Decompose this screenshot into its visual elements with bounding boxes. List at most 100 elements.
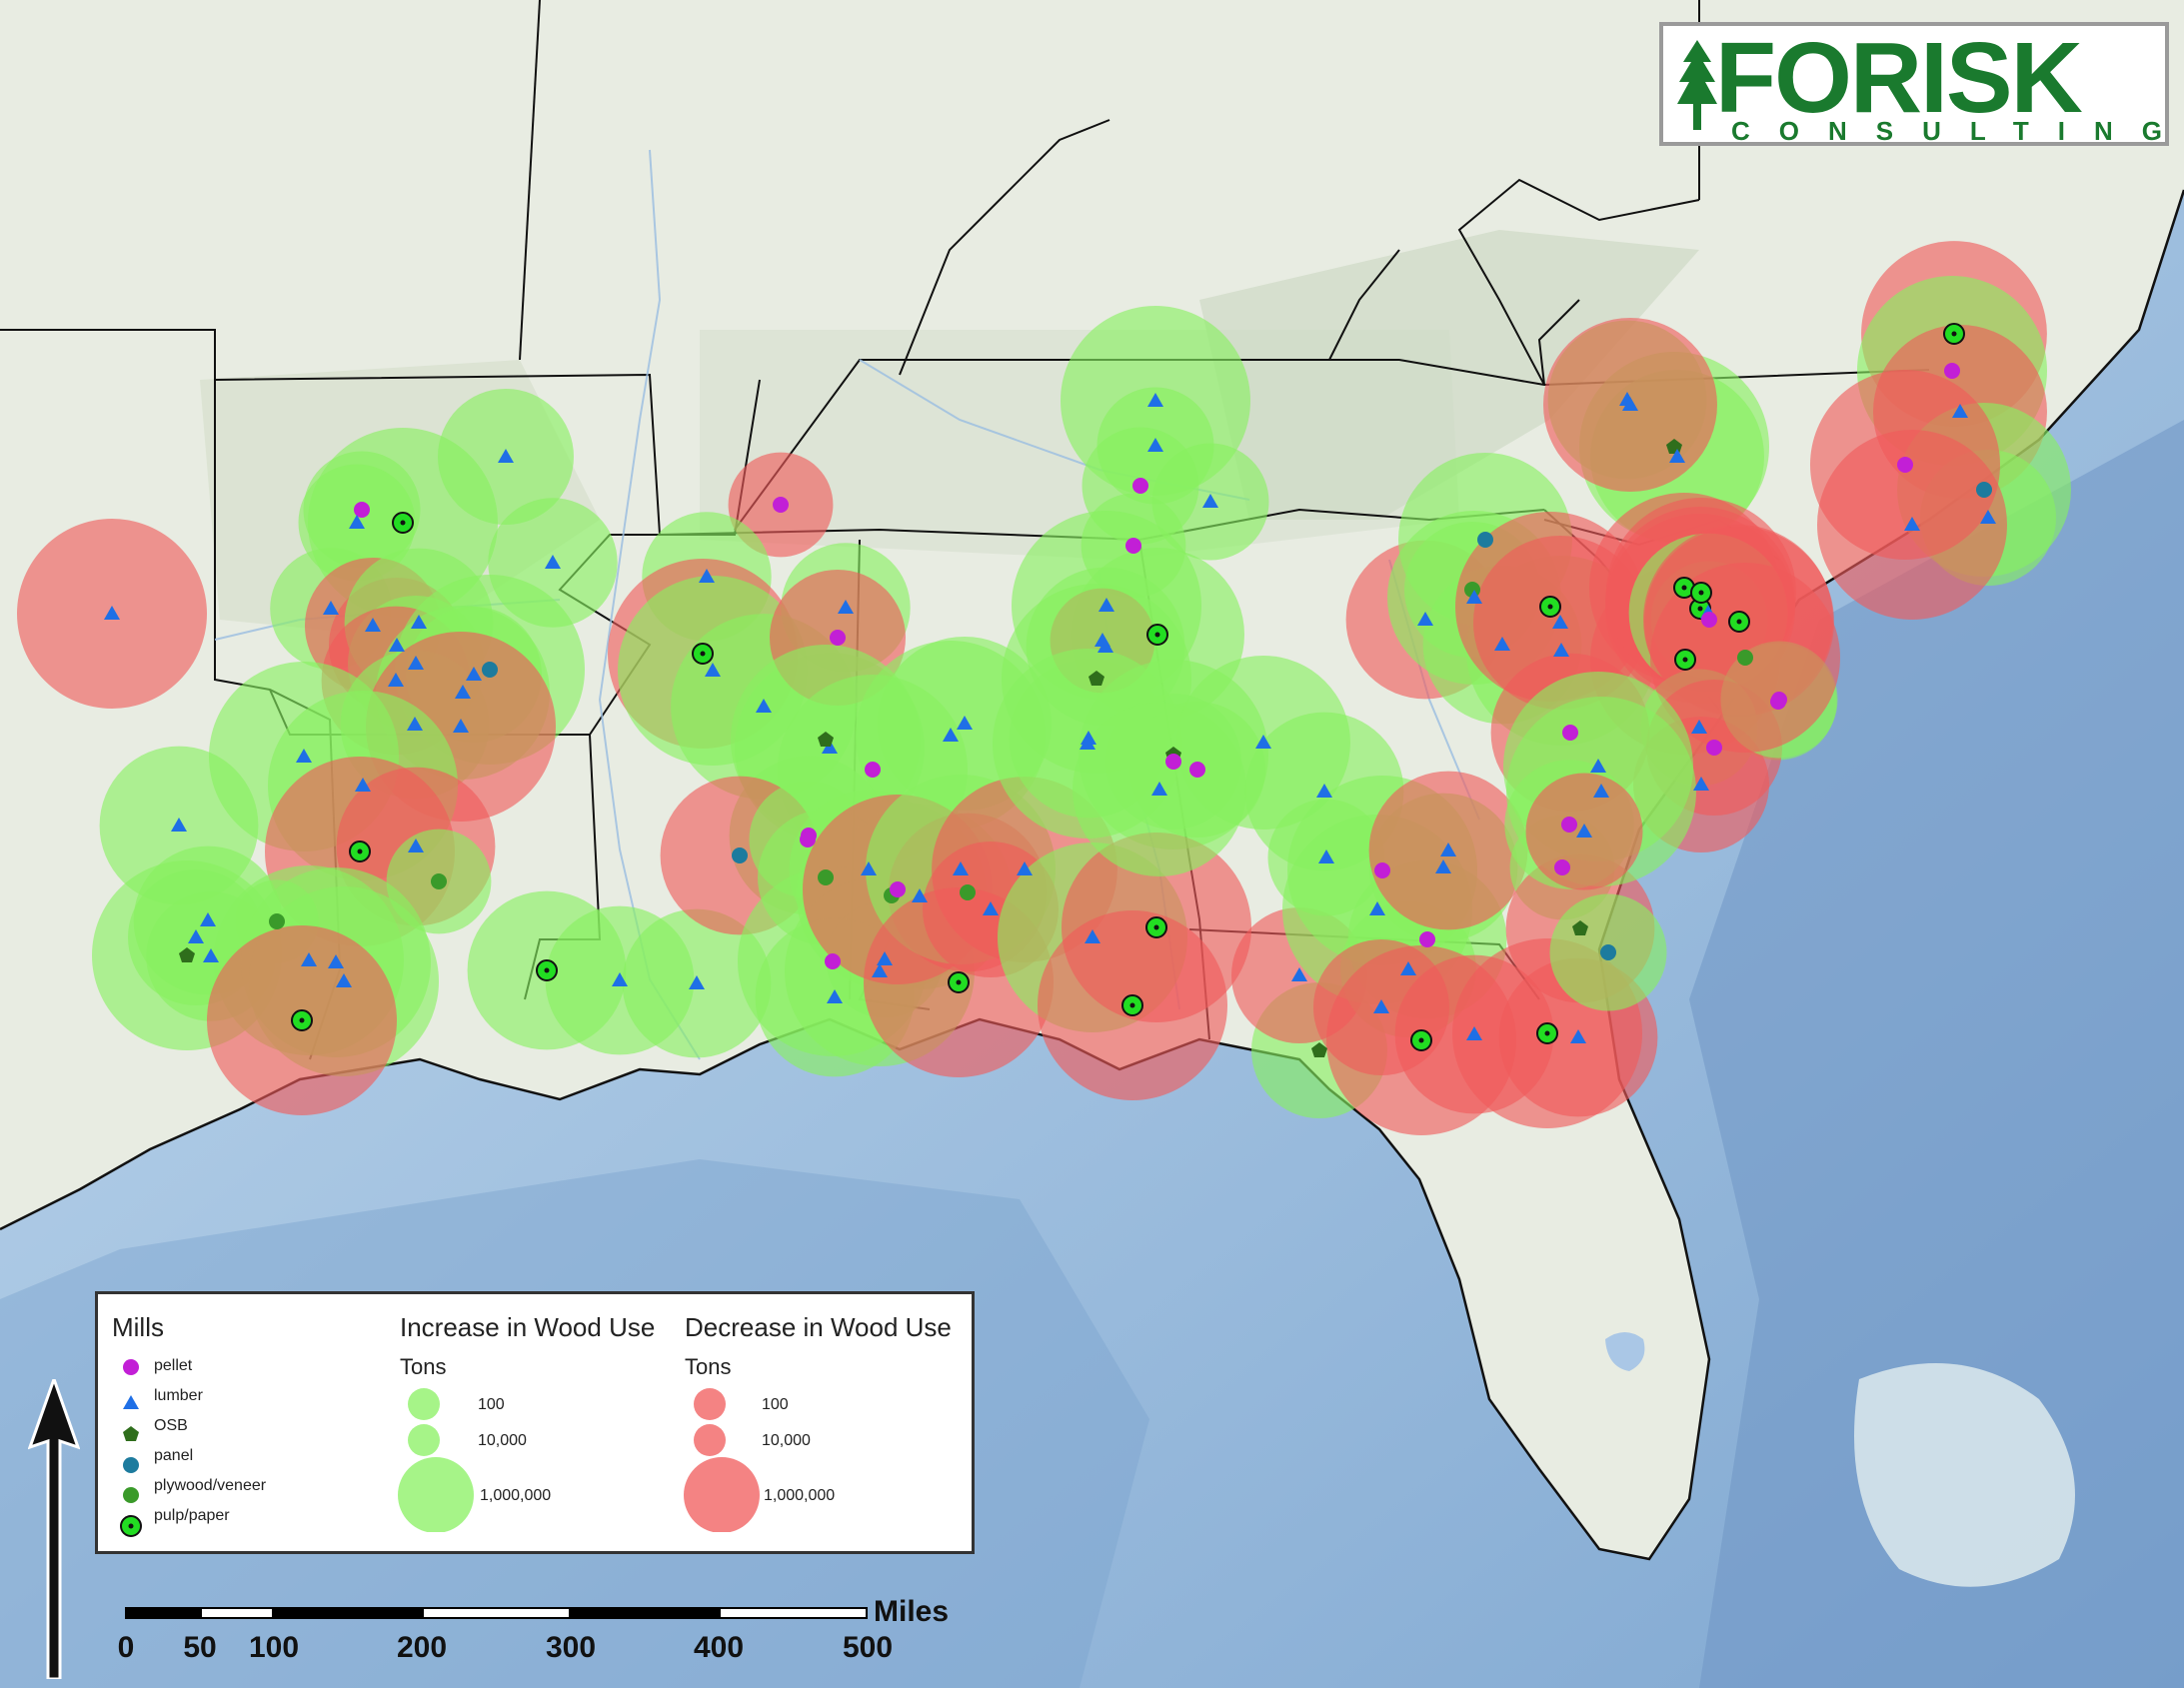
legend-increase-title: Increase in Wood Use xyxy=(400,1312,656,1342)
lumber-mill-icon xyxy=(171,818,187,832)
decrease-100-swatch xyxy=(694,1388,726,1420)
lumber-mill-icon xyxy=(466,667,482,681)
pulp-paper-mill-icon xyxy=(1410,1029,1432,1051)
pellet-mill-icon xyxy=(890,881,906,897)
lumber-mill-icon xyxy=(545,555,561,569)
lumber-mill-icon xyxy=(389,638,405,652)
pulp-paper-center xyxy=(400,520,406,526)
lumber-mill-icon xyxy=(689,975,705,989)
lumber-mill-icon xyxy=(1980,510,1996,524)
lumber-mill-icon xyxy=(1593,784,1609,798)
legend-increase-circles xyxy=(398,1388,474,1532)
logo-wordmark: FORISK xyxy=(1715,22,2083,134)
pellet-mill-icon xyxy=(1132,478,1148,494)
lumber-icon xyxy=(123,1395,139,1409)
lumber-mill-icon xyxy=(1669,449,1685,463)
lumber-mill-icon xyxy=(1417,612,1433,626)
lumber-mill-icon xyxy=(953,861,969,875)
logo-tagline: CONSULTING xyxy=(1731,116,2184,146)
scale-unit: Miles xyxy=(874,1595,950,1628)
lumber-mill-icon xyxy=(1904,517,1920,531)
lumber-mill-icon xyxy=(912,888,928,902)
pellet-mill-icon xyxy=(1125,538,1141,554)
lumber-mill-icon xyxy=(612,972,628,986)
lumber-mill-icon xyxy=(453,719,469,733)
panel-icon xyxy=(123,1457,139,1473)
lumber-mill-icon xyxy=(1494,637,1510,651)
lumber-mill-icon xyxy=(1693,777,1709,791)
scale-segment xyxy=(422,1607,571,1619)
lumber-mill-icon xyxy=(1466,590,1482,604)
pine-tree-icon xyxy=(1677,40,1717,130)
lumber-mill-icon xyxy=(827,989,843,1003)
lumber-mill-icon xyxy=(328,954,344,968)
lumber-mill-icon xyxy=(203,948,219,962)
bahamas-shallows xyxy=(1854,1363,2075,1587)
lumber-mill-icon xyxy=(1318,849,1334,863)
lumber-mill-icon xyxy=(200,912,216,926)
increase-1000000-swatch xyxy=(398,1457,474,1532)
pellet-mill-icon xyxy=(1944,363,1960,379)
pulp-paper-mill-icon xyxy=(1943,323,1965,345)
lumber-mill-icon xyxy=(296,749,312,763)
lumber-mill-icon xyxy=(1291,967,1307,981)
lumber-mill-icon xyxy=(1570,1029,1586,1043)
legend-increase-size: 1,000,000 xyxy=(480,1487,552,1504)
lumber-mill-icon xyxy=(407,717,423,731)
lumber-mill-icon xyxy=(1622,397,1638,411)
pellet-mill-icon xyxy=(1706,740,1722,756)
scale-tick-label: 500 xyxy=(842,1631,894,1664)
panel-mill-icon xyxy=(1976,482,1992,498)
plywood-veneer-mill-icon xyxy=(269,913,285,929)
pulp-paper-mill-icon xyxy=(291,1009,313,1031)
pellet-mill-icon xyxy=(1701,612,1717,628)
pulp-paper-mill-icon xyxy=(536,959,558,981)
legend-mill-label: OSB xyxy=(154,1417,188,1434)
lumber-mill-icon xyxy=(355,778,371,792)
pulp-paper-mill-icon xyxy=(1536,1022,1558,1044)
pulp-paper-center xyxy=(299,1017,305,1023)
osb-mill-icon xyxy=(179,947,195,962)
lumber-mill-icon xyxy=(861,861,877,875)
legend-decrease-circles xyxy=(684,1388,760,1532)
lumber-mill-icon xyxy=(1691,720,1707,734)
pulp-paper-center xyxy=(1129,1002,1135,1008)
decrease-10000-swatch xyxy=(694,1424,726,1456)
plywood-veneer-mill-icon xyxy=(431,873,447,889)
legend-mills-title: Mills xyxy=(112,1312,164,1342)
lumber-mill-icon xyxy=(1952,404,1968,418)
pellet-mill-icon xyxy=(1561,817,1577,833)
scale-tick-label: 0 xyxy=(117,1631,135,1664)
lumber-mill-icon xyxy=(349,515,365,529)
pulp-paper-center xyxy=(1544,1030,1550,1036)
pulp-paper-mill-icon xyxy=(692,643,714,665)
pulp-paper-mill-icon xyxy=(948,971,970,993)
lumber-mill-icon xyxy=(1255,735,1271,749)
lumber-mill-icon xyxy=(872,963,888,977)
lumber-mill-icon xyxy=(388,673,404,687)
legend-mill-symbols xyxy=(120,1359,142,1537)
lumber-mill-icon xyxy=(408,656,424,670)
plywood-veneer-mill-icon xyxy=(818,869,834,885)
legend-mill-label: panel xyxy=(154,1447,194,1464)
pulp-paper-mill-icon xyxy=(1539,596,1561,618)
plywood-veneer-mill-icon xyxy=(1737,650,1753,666)
lumber-mill-icon xyxy=(1466,1026,1482,1040)
osb-mill-icon xyxy=(1572,920,1588,935)
lumber-mill-icon xyxy=(1373,999,1389,1013)
lumber-mill-icon xyxy=(1590,759,1606,773)
pellet-mill-icon xyxy=(800,832,816,847)
pulp-paper-center xyxy=(700,651,706,657)
legend-increase-units: Tons xyxy=(400,1354,447,1379)
lumber-mill-icon xyxy=(301,952,317,966)
lumber-mill-icon xyxy=(1147,393,1163,407)
lumber-mill-icon xyxy=(336,973,352,987)
scale-tick-label: 50 xyxy=(183,1631,217,1664)
map-legend: Mills pellet lumber OSB panel plywood/ve… xyxy=(95,1291,975,1554)
pellet-mill-icon xyxy=(865,762,881,778)
lumber-mill-icon xyxy=(1440,843,1456,856)
lumber-mill-icon xyxy=(1151,782,1167,796)
pulp-paper-mill-icon xyxy=(1673,577,1695,599)
pulp-paper-center xyxy=(1697,606,1703,612)
panel-mill-icon xyxy=(1600,944,1616,960)
